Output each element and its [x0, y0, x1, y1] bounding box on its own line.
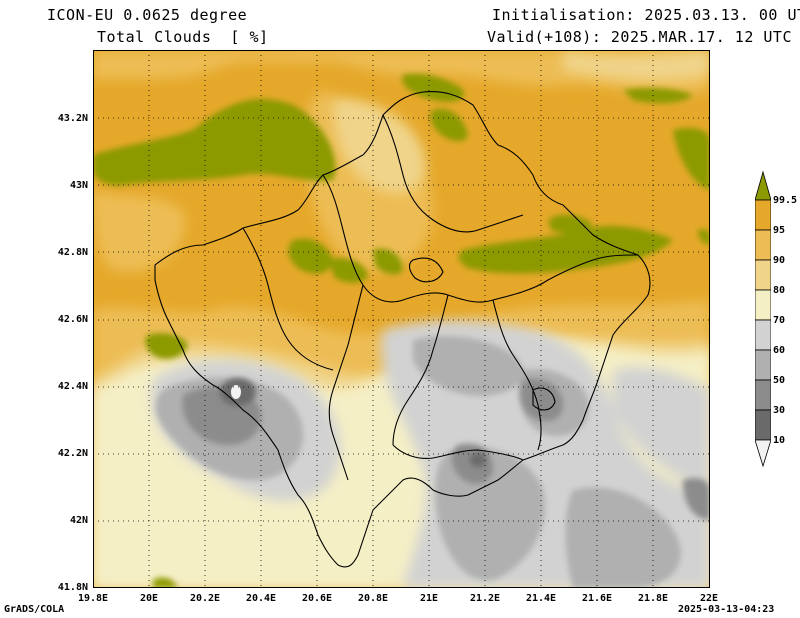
lon-label-20: 20E	[139, 593, 159, 604]
lon-label-21-6: 21.6E	[581, 593, 613, 604]
colorbar-label-90: 90	[773, 255, 786, 266]
lat-label-43: 43N	[69, 180, 88, 191]
colorbar-top-arrow	[755, 170, 771, 201]
lat-label-41-8: 41.8N	[57, 582, 88, 593]
lon-label-21-8: 21.8E	[637, 593, 669, 604]
lat-label-42-4: 42.4N	[57, 381, 88, 392]
inner-border-5	[242, 227, 334, 371]
colorbar-swatch-70	[755, 289, 771, 321]
clear-spot	[231, 385, 241, 399]
colorbar-swatch-80	[755, 259, 771, 291]
colorbar-label-10: 10	[773, 435, 786, 446]
colorbar-swatch-30	[755, 379, 771, 411]
model-title: ICON-EU 0.0625 degree	[47, 6, 248, 24]
colorbar	[755, 170, 771, 468]
colorbar-swatch-95	[755, 199, 771, 231]
lon-label-20-4: 20.4E	[245, 593, 277, 604]
init-time: Initialisation: 2025.03.13. 00 UTC	[492, 6, 800, 24]
colorbar-bottom-arrow	[755, 439, 771, 468]
lon-label-20-2: 20.2E	[189, 593, 221, 604]
lat-label-43-2: 43.2N	[57, 113, 88, 124]
variable-title: Total Clouds [ %]	[97, 28, 269, 46]
colorbar-label-60: 60	[773, 345, 786, 356]
lon-label-20-8: 20.8E	[357, 593, 389, 604]
inner-border-4	[492, 299, 542, 451]
lon-label-21: 21E	[419, 593, 439, 604]
colorbar-label-50: 50	[773, 375, 786, 386]
inner-border-9	[532, 387, 556, 411]
lat-label-42-6: 42.6N	[57, 314, 88, 325]
inner-border-8	[408, 257, 444, 283]
colorbar-label-95: 95	[773, 225, 786, 236]
lat-label-42-8: 42.8N	[57, 247, 88, 258]
lat-label-42-2: 42.2N	[57, 448, 88, 459]
inner-border-7	[392, 444, 524, 461]
lon-label-22: 22E	[699, 593, 719, 604]
map-frame	[93, 50, 710, 588]
valid-time: Valid(+108): 2025.MAR.17. 12 UTC	[487, 28, 792, 46]
lat-label-42: 42N	[69, 515, 88, 526]
inner-border-6	[382, 114, 524, 233]
cloud-map	[93, 50, 710, 588]
colorbar-swatch-60	[755, 319, 771, 351]
inner-border-2	[328, 284, 364, 481]
outer-border	[154, 91, 651, 568]
cloud-field-green	[93, 73, 710, 588]
colorbar-label-30: 30	[773, 405, 786, 416]
colorbar-label-70: 70	[773, 315, 786, 326]
colorbar-swatch-10	[755, 409, 771, 441]
footer-timestamp: 2025-03-13-04:23	[678, 604, 775, 615]
colorbar-label-80: 80	[773, 285, 786, 296]
lon-label-21-2: 21.2E	[469, 593, 501, 604]
admin-borders	[154, 91, 651, 568]
colorbar-swatch-90	[755, 229, 771, 261]
lon-label-20-6: 20.6E	[301, 593, 333, 604]
lon-label-19-8: 19.8E	[77, 593, 109, 604]
colorbar-label-99-5: 99.5	[773, 195, 798, 206]
colorbar-swatch-50	[755, 349, 771, 381]
inner-border-3	[392, 294, 449, 446]
lon-label-21-4: 21.4E	[525, 593, 557, 604]
footer-grads: GrADS/COLA	[4, 604, 65, 615]
